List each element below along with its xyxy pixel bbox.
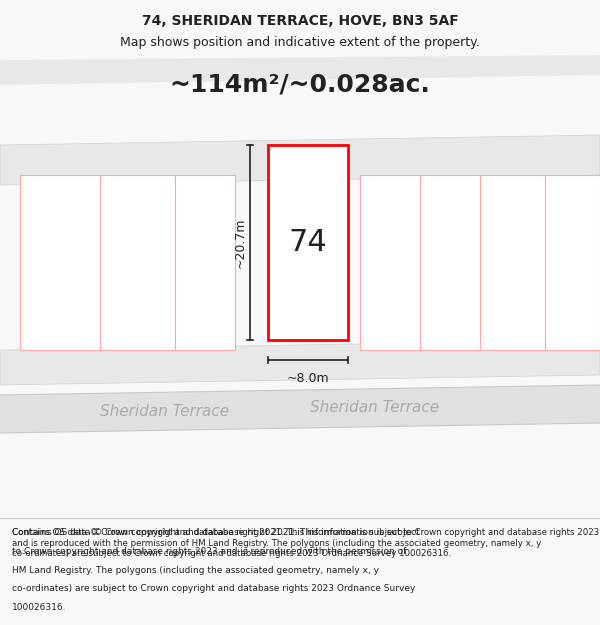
Polygon shape: [360, 175, 420, 350]
Polygon shape: [545, 175, 600, 350]
Text: Map shows position and indicative extent of the property.: Map shows position and indicative extent…: [120, 36, 480, 49]
Text: Sheridan Terrace: Sheridan Terrace: [100, 404, 229, 419]
Text: Contains OS data © Crown copyright and database right 2021. This information is : Contains OS data © Crown copyright and d…: [12, 528, 599, 558]
Polygon shape: [0, 340, 600, 385]
Polygon shape: [0, 385, 600, 433]
Text: 74: 74: [289, 228, 328, 257]
Text: 74, SHERIDAN TERRACE, HOVE, BN3 5AF: 74, SHERIDAN TERRACE, HOVE, BN3 5AF: [142, 14, 458, 28]
Polygon shape: [480, 175, 545, 350]
Polygon shape: [20, 175, 100, 350]
Text: ~114m²/~0.028ac.: ~114m²/~0.028ac.: [170, 73, 430, 97]
Text: 100026316.: 100026316.: [12, 603, 67, 612]
Text: Sheridan Terrace: Sheridan Terrace: [310, 401, 439, 416]
Polygon shape: [175, 175, 235, 350]
Polygon shape: [420, 175, 480, 350]
Text: to Crown copyright and database rights 2023 and is reproduced with the permissio: to Crown copyright and database rights 2…: [12, 547, 406, 556]
Text: co-ordinates) are subject to Crown copyright and database rights 2023 Ordnance S: co-ordinates) are subject to Crown copyr…: [12, 584, 415, 593]
Polygon shape: [0, 55, 600, 85]
Text: ~20.7m: ~20.7m: [233, 217, 247, 268]
Polygon shape: [268, 145, 348, 340]
Text: HM Land Registry. The polygons (including the associated geometry, namely x, y: HM Land Registry. The polygons (includin…: [12, 566, 379, 574]
Text: ~8.0m: ~8.0m: [287, 372, 329, 385]
Text: Contains OS data © Crown copyright and database right 2021. This information is : Contains OS data © Crown copyright and d…: [12, 528, 420, 538]
Polygon shape: [0, 135, 600, 185]
Polygon shape: [100, 175, 175, 350]
